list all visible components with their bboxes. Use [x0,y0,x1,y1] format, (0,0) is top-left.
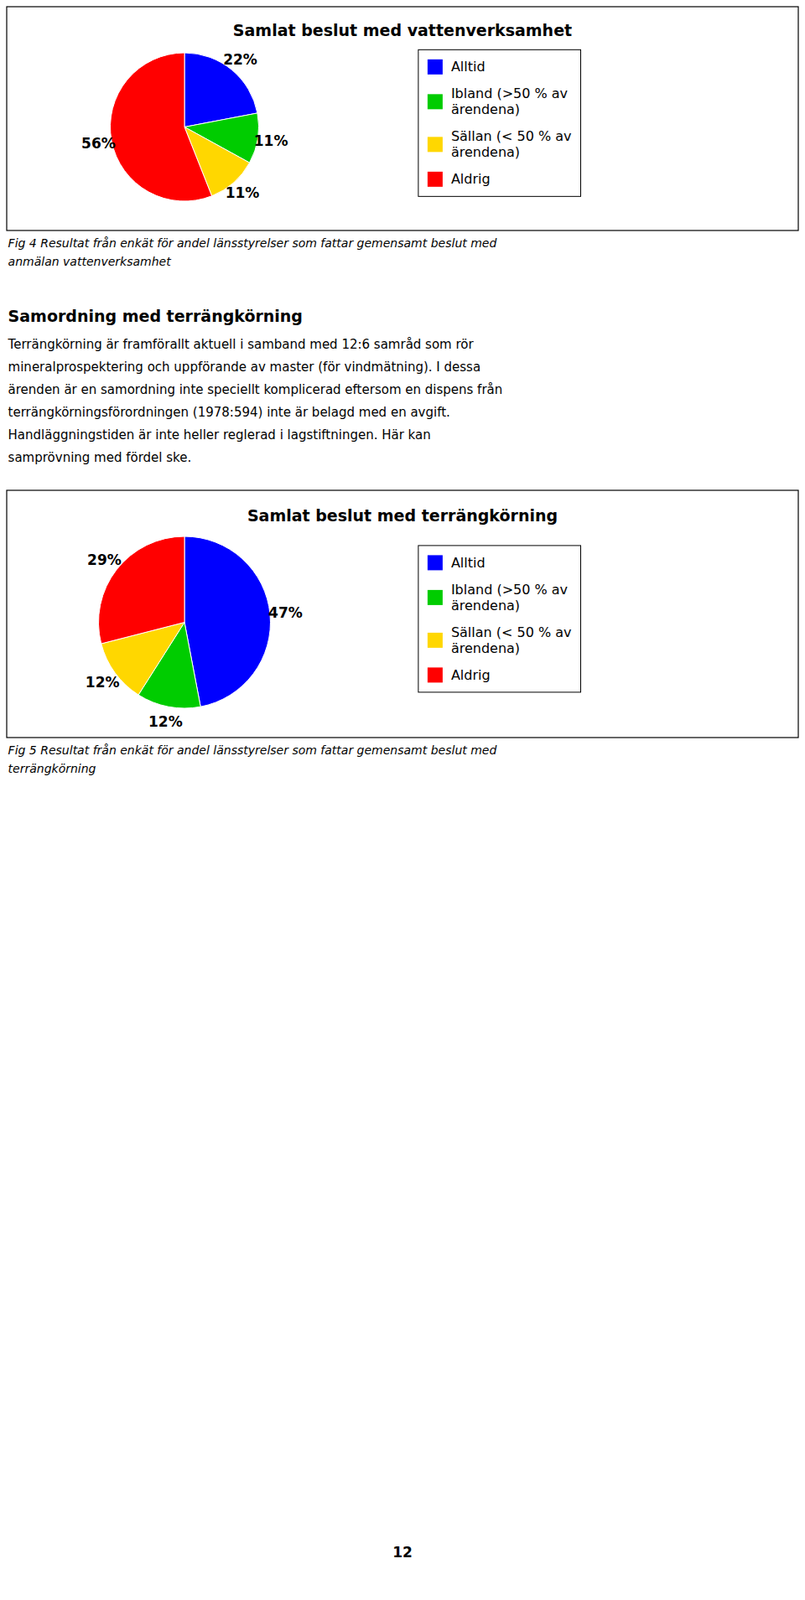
text-line: Aldrig [451,171,491,187]
legend-entry: Sällan (< 50 % avärendena) [451,128,572,161]
data-label: 56% [81,135,116,152]
text-line: Aldrig [451,667,491,684]
slices [98,536,271,709]
text-line: ärendena) [451,144,520,161]
legend-entry: Alltid [451,58,486,75]
text-line: ärenden är en samordning inte speciellt … [8,382,504,398]
text-line: anmälan vattenverksamhet [8,254,172,269]
data-label: 29% [87,551,122,569]
legend-swatch [427,555,443,571]
legend-swatch [427,136,443,152]
legend-entry: Aldrig [451,667,491,684]
text-line: Terrängkörning är framförallt aktuell i … [7,337,475,353]
text-line: Sällan (< 50 % av [451,128,572,145]
legend-entry: Alltid [451,555,486,572]
data-label: 11% [254,132,289,150]
page-number: 12 [392,1544,413,1562]
pie-chart: Samlat beslut med terrängkörning 47% 12% 12… [6,490,799,738]
legend: AlltidIbland (>50 % avärendena)Sällan (<… [418,545,582,693]
text-line: Alltid [451,555,486,572]
text-line: terrängkörningsförordningen (1978:594) i… [8,405,451,421]
caption: Fig 5 Resultat från enkät för andel läns… [8,743,498,776]
pie-slice [109,52,212,202]
legend-swatch [427,171,443,187]
caption: Fig 4 Resultat från enkät för andel läns… [8,236,498,269]
pie-chart: Samlat beslut med vattenverksamhet 22% 11%… [6,6,799,231]
data-label: 12% [85,674,120,691]
pie-slice [184,536,271,707]
text-line: Ibland (>50 % av [451,581,568,598]
chart-frame [6,6,799,231]
legend-swatch [427,93,443,110]
legend-frame [418,49,582,197]
text-line: Alltid [451,58,486,75]
legend-swatch [427,633,443,649]
text-line: Fig 4 Resultat från enkät för andel läns… [8,236,498,250]
legend-entry: Ibland (>50 % avärendena) [451,581,568,614]
chart-title: Samlat beslut med vattenverksamhet [233,20,572,40]
data-label: 22% [223,51,258,68]
page: Samlat beslut med vattenverksamhet 22% 11%… [0,0,805,1600]
data-label: 47% [268,604,303,622]
chart-frame [6,490,799,738]
text-line: ärendena) [451,101,520,118]
text-line: Sällan (< 50 % av [451,624,572,641]
legend-swatch [427,667,443,683]
data-labels: 22% 11% 11% 56% [81,51,288,202]
text-line: ärendena) [451,597,520,614]
legend-entry: Ibland (>50 % avärendena) [451,85,568,118]
text-line: mineralprospektering och uppförande av m… [8,359,482,375]
legend: AlltidIbland (>50 % avärendena)Sällan (<… [418,49,582,197]
text-line: terrängkörning [8,762,97,776]
slices [109,52,259,202]
legend-entry: Aldrig [451,171,491,187]
body-text: Terrängkörning är framförallt aktuell i … [7,337,504,466]
legend-swatch [427,590,443,606]
text-line: Fig 5 Resultat från enkät för andel läns… [8,743,498,758]
text-line: samprövning med fördel ske. [8,450,193,466]
legend-entry: Sällan (< 50 % avärendena) [451,624,572,657]
text-line: Ibland (>50 % av [451,85,568,102]
chart-title: Samlat beslut med terrängkörning [247,506,558,525]
data-label: 11% [225,184,260,202]
legend-frame [418,545,582,693]
data-label: 12% [148,713,183,731]
data-labels: 47% 12% 12% 29% [85,551,303,731]
text-line: Handläggningstiden är inte heller regler… [8,427,432,443]
legend-swatch [427,59,443,75]
section-heading: Samordning med terrängkörning [8,306,303,326]
background [0,0,805,1600]
text-line: ärendena) [451,640,520,657]
